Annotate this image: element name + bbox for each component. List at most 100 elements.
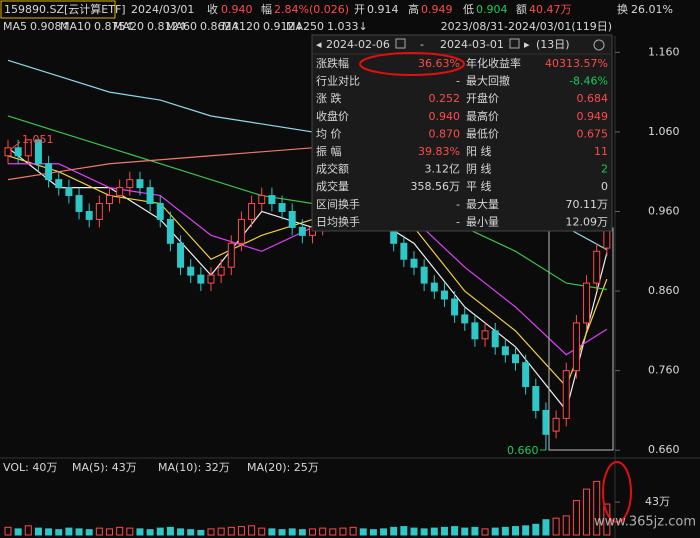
- y-tick-label: 0.660: [648, 443, 680, 456]
- candle-body: [75, 195, 83, 212]
- candle-body: [126, 179, 134, 189]
- stat-label: 涨 跌: [316, 91, 342, 105]
- popup-start[interactable]: 2024-02-06: [326, 38, 390, 51]
- candle-body: [207, 274, 215, 284]
- candle-body: [288, 210, 296, 228]
- volume-bar: [237, 526, 245, 536]
- y-tick-label: 1.060: [648, 125, 680, 138]
- candle-body: [400, 242, 408, 260]
- volume-bar: [166, 526, 174, 536]
- volume-bar: [156, 527, 164, 536]
- candle-body: [552, 417, 560, 432]
- stat-value: -: [456, 215, 460, 228]
- legend-value: 0.908↑: [30, 20, 71, 33]
- stat-label: 日均换手: [316, 214, 360, 228]
- candle-body: [95, 203, 103, 220]
- volume-bar: [136, 528, 144, 536]
- candle-body: [440, 290, 448, 300]
- volume-bar: [258, 527, 266, 536]
- stat-label: 最大回撤: [466, 74, 510, 88]
- stat-label: 阴 线: [466, 162, 492, 176]
- volume-bar: [390, 526, 398, 536]
- annotation-leader: [9, 141, 21, 151]
- candle-body: [55, 179, 63, 189]
- candle-body: [461, 314, 469, 324]
- field-label: 开: [354, 3, 365, 16]
- volume-bar: [187, 529, 195, 536]
- legend-name: MA10: [60, 20, 91, 33]
- legend-name: MA250: [286, 20, 324, 33]
- stat-value: 70.11万: [566, 198, 609, 211]
- annotation: 0.660: [507, 444, 539, 457]
- close-button[interactable]: [593, 39, 605, 51]
- candle-body: [106, 195, 113, 205]
- stat-value: 0.940: [429, 110, 461, 123]
- stat-value: 3.12亿: [425, 163, 461, 176]
- y-tick-label: 1.160: [648, 45, 680, 58]
- stat-label: 区间换手: [316, 197, 360, 211]
- candle-body: [116, 187, 124, 197]
- y-tick-label: 0.860: [648, 284, 680, 297]
- field-value: 26.01%: [631, 3, 673, 16]
- popup-prev[interactable]: ◂: [316, 38, 322, 51]
- volume-bar: [106, 528, 113, 536]
- volume-bar: [400, 526, 408, 536]
- field-label: 收: [207, 2, 218, 16]
- volume-bar: [471, 526, 479, 536]
- date: 2024/03/01: [131, 3, 194, 16]
- candle-body: [268, 195, 276, 205]
- stat-label: 最大量: [466, 197, 499, 211]
- candle-body: [491, 330, 499, 348]
- field-label: 低: [463, 3, 474, 16]
- candle-body: [237, 218, 245, 244]
- volume-bar: [339, 527, 347, 536]
- volume-bar: [491, 527, 499, 536]
- stat-value: 0.684: [577, 92, 609, 105]
- calendar-icon[interactable]: [395, 38, 406, 49]
- popup-end[interactable]: 2024-03-01: [440, 38, 504, 51]
- volume-bar: [85, 529, 93, 536]
- candle-body: [430, 282, 438, 292]
- volume-bar: [116, 526, 124, 536]
- candle-body: [542, 409, 550, 435]
- candle-body: [45, 163, 53, 181]
- stat-label: 振 幅: [316, 144, 342, 158]
- stat-label: 成交量: [316, 179, 349, 193]
- stat-value: 39.83%: [418, 145, 460, 158]
- candle-body: [512, 354, 519, 364]
- volume-bar: [481, 528, 489, 536]
- calendar-icon[interactable]: [509, 38, 520, 49]
- volume-legend: MA(5): 43万: [72, 461, 137, 474]
- field-value: 0.904: [476, 3, 508, 16]
- volume-bar: [369, 529, 377, 536]
- field-label: 幅: [261, 3, 272, 16]
- stat-label: 行业对比: [316, 74, 360, 88]
- candle-body: [420, 266, 428, 284]
- candle-body: [248, 203, 256, 220]
- candle-body: [156, 203, 164, 220]
- volume-bar: [75, 528, 83, 536]
- y-tick-label: 43万: [645, 495, 670, 508]
- popup-next[interactable]: ▸: [524, 38, 530, 51]
- stat-value: 0.870: [429, 127, 461, 140]
- watermark: www.365jz.com: [594, 515, 696, 530]
- volume-bar: [572, 500, 580, 536]
- candle-body: [24, 139, 32, 157]
- stat-value: 11: [594, 145, 608, 158]
- volume-bar: [268, 528, 276, 536]
- volume-bar: [45, 528, 53, 536]
- field-value: 0.940: [221, 3, 253, 16]
- volume-bar: [309, 528, 316, 536]
- volume-bar: [197, 529, 205, 536]
- legend-value: 0.912↓: [263, 20, 304, 33]
- volume-bar: [603, 503, 611, 536]
- field-value: 0.949: [421, 3, 453, 16]
- candle-body: [532, 386, 540, 411]
- volume-bar: [126, 527, 134, 536]
- stat-label: 成交额: [316, 162, 349, 176]
- candle-body: [227, 242, 235, 268]
- field-value: 2.84%(0.026): [274, 3, 349, 16]
- y-tick-label: 0.760: [648, 364, 680, 377]
- stat-value: 36.63%: [418, 57, 460, 70]
- candle-body: [136, 179, 144, 189]
